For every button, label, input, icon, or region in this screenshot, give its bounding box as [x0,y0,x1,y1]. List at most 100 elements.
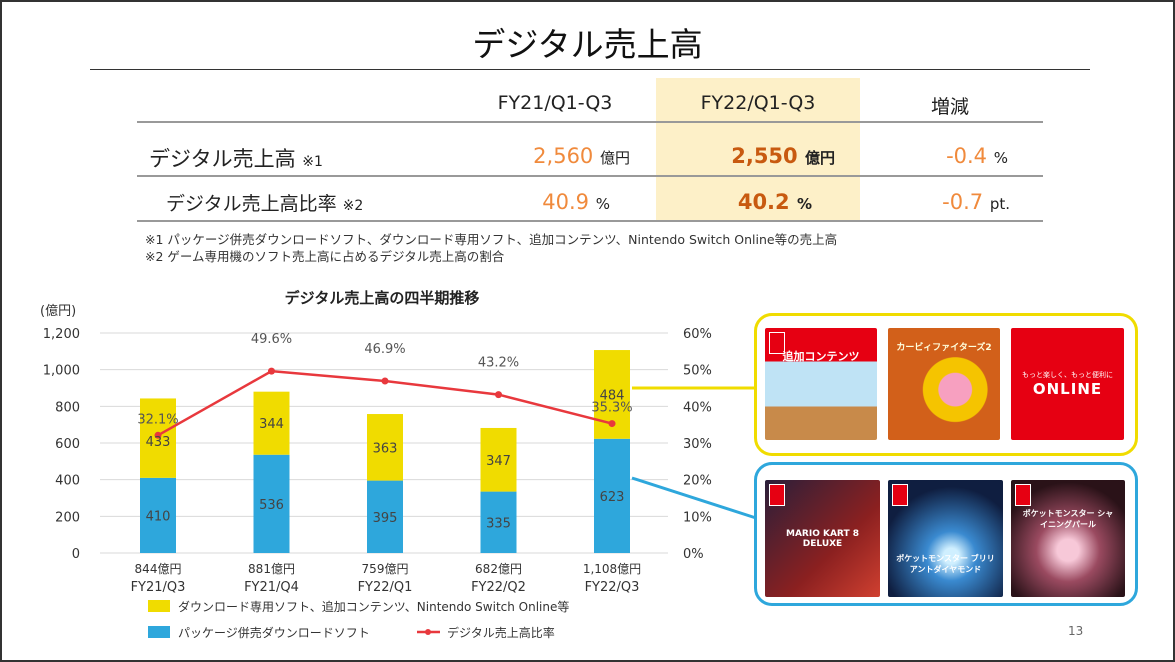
fy21-value: 40.9 [542,190,590,214]
unit: % [993,149,1008,167]
change-value: -0.4 [946,144,988,168]
ratio-point [381,377,389,385]
title-rule [90,69,1090,70]
bar-package [367,480,403,553]
bar-value-package: 395 [373,511,398,526]
switch-logo-icon [892,484,908,506]
unit: 億円 [599,149,630,167]
unit: % [595,195,610,213]
category-total: 881億円 [248,562,295,576]
bar-value-package: 623 [600,490,625,505]
ratio-point [608,420,616,428]
y2-tick-label: 50% [683,364,712,379]
y2-tick-label: 40% [683,400,712,415]
bar-package [253,454,290,553]
legend-label-download: ダウンロード専用ソフト、追加コンテンツ、Nintendo Switch Onli… [178,599,569,614]
image-caption: ONLINE [1032,380,1103,398]
ratio-label: 43.2% [478,356,519,371]
pokemon-bd-card-image: ポケットモンスター ブリリアントダイヤモンド [888,480,1003,597]
bar-package [480,491,517,553]
category-label: FY21/Q3 [131,580,186,595]
row-label: デジタル売上高 [149,147,296,171]
unit: % [796,195,812,213]
unit: pt. [989,195,1010,213]
chart-title: デジタル売上高の四半期推移 [285,289,480,307]
quarterly-chart: デジタル売上高の四半期推移 (億円) 0 0% 200 10% 400 20% 600 30%… [40,289,712,640]
y-tick-label: 400 [55,474,80,489]
category-label: FY22/Q2 [471,580,526,595]
category-label: FY22/Q3 [585,580,640,595]
y-tick-label: 1,000 [43,364,80,379]
y-tick-label: 1,200 [43,327,80,342]
header-fy22: FY22/Q1-Q3 [700,92,816,114]
connector-blue [631,476,757,520]
y2-tick-label: 0% [683,547,704,562]
unit: 億円 [804,149,835,167]
y2-tick-label: 30% [683,437,712,452]
fy22-value: 2,550 [731,144,798,168]
header-fy21: FY21/Q1-Q3 [497,92,613,114]
bar-package [140,477,176,553]
bar-value-download: 363 [373,441,398,456]
table-rule [137,121,1043,123]
fy22-highlight [656,78,860,220]
row-note: ※1 [302,154,323,170]
category-total: 682億円 [475,562,522,576]
image-caption: もっと楽しく、もっと便利に [1022,371,1113,379]
legend-swatch-yellow [148,600,170,612]
ratio-label: 49.6% [251,332,292,347]
footnote-2: ※2 ゲーム専用機のソフト売上高に占めるデジタル売上高の割合 [145,249,505,264]
pokemon-sp-card-image: ポケットモンスター シャイニングパール [1011,480,1125,597]
bar-download [253,391,290,455]
slide-title: デジタル売上高 [472,25,703,64]
page-number: 13 [1068,624,1084,638]
image-caption: MARIO KART 8 DELUXE [786,528,859,549]
switch-online-image: もっと楽しく、もっと便利に ONLINE [1011,328,1124,440]
bar-value-package: 335 [486,516,511,531]
bar-download [367,414,403,481]
image-caption: ポケットモンスター シャイニングパール [1022,508,1114,529]
legend-swatch-blue [148,626,170,638]
image-caption: カービィファイターズ2 [896,343,992,353]
ratio-label: 35.3% [591,401,632,416]
package-products-group [754,462,1138,606]
ratio-point [268,367,275,375]
category-label: FY22/Q1 [358,580,413,595]
bar-value-download: 344 [259,417,284,432]
y-tick-label: 200 [55,510,80,525]
legend-label-package: パッケージ併売ダウンロードソフト [178,625,370,640]
bar-value-download: 484 [600,388,625,403]
ratio-point [495,391,502,399]
category-total: 1,108億円 [583,562,641,576]
switch-logo-icon [769,332,785,354]
change-value: -0.7 [942,190,984,214]
y-tick-label: 0 [72,547,80,562]
bar-value-download: 433 [146,435,171,450]
image-caption: 追加コンテンツ [782,350,860,363]
category-label: FY21/Q4 [244,580,299,595]
bar-package [594,438,630,553]
mario-kart-card-image: MARIO KART 8 DELUXE [765,480,880,597]
row-note: ※2 [342,198,364,214]
dlc-card-image: 追加コンテンツ [765,328,877,440]
table-rule [137,220,1043,222]
bar-download [480,427,517,492]
y2-tick-label: 10% [683,510,712,525]
footnote-1: ※1 パッケージ併売ダウンロードソフト、ダウンロード専用ソフト、追加コンテンツ、… [145,232,838,247]
kirby-fighters-image: カービィファイターズ2 [888,328,1000,440]
y2-tick-label: 60% [683,327,712,342]
legend-label-ratio: デジタル売上高比率 [447,625,555,640]
table-rule [137,175,1043,177]
download-products-group [754,313,1138,456]
switch-logo-icon [769,484,785,506]
y-axis-label: (億円) [40,303,76,319]
image-caption: ポケットモンスター ブリリアントダイヤモンド [896,553,995,574]
legend-marker [425,629,431,635]
y-tick-label: 600 [55,437,80,452]
fy21-value: 2,560 [533,144,594,168]
switch-logo-icon [1015,484,1031,506]
category-total: 844億円 [135,562,182,576]
bar-value-package: 536 [259,498,284,513]
ratio-label: 32.1% [137,412,178,427]
